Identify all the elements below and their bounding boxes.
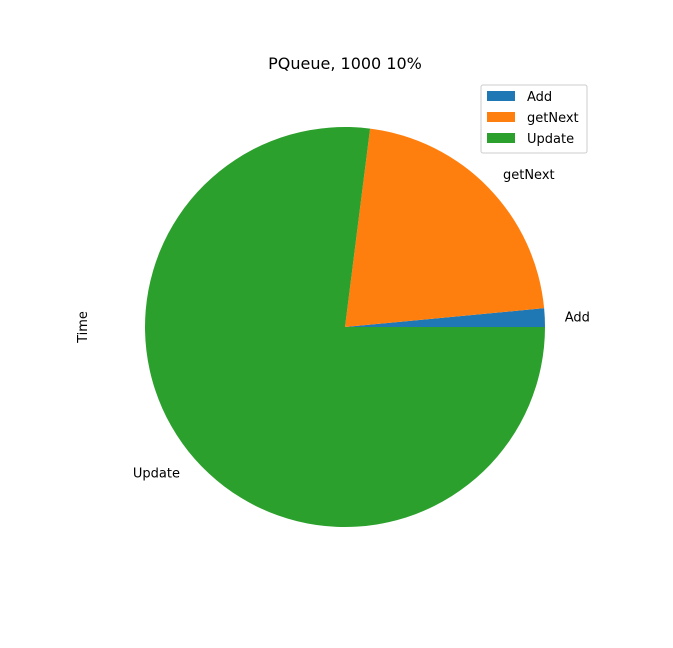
slice-label-update: Update: [133, 466, 180, 481]
legend-swatch-add: [487, 91, 515, 101]
legend-label-update: Update: [527, 132, 574, 147]
slice-labels: Add getNext Update: [133, 168, 590, 482]
chart-title: PQueue, 1000 10%: [268, 54, 422, 73]
pie-slice-update: [144, 126, 545, 527]
legend-label-getnext: getNext: [527, 111, 579, 126]
slice-label-add: Add: [565, 311, 590, 326]
pie-slice-add: [345, 308, 545, 327]
slice-label-getnext: getNext: [503, 168, 555, 183]
legend: Add getNext Update: [480, 84, 588, 154]
legend-label-add: Add: [527, 90, 552, 105]
pie-slice-getnext: [345, 128, 545, 327]
pie-slices: [144, 126, 545, 527]
legend-swatch-update: [487, 133, 515, 143]
legend-swatch-getnext: [487, 112, 515, 122]
y-axis-label: Time: [76, 311, 91, 344]
